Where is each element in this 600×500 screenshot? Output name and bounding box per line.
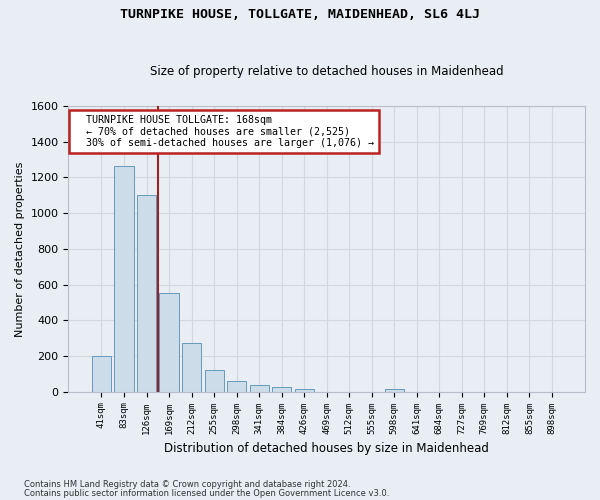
Bar [295, 389, 314, 392]
Bar [92, 356, 111, 392]
Bar [250, 386, 269, 392]
X-axis label: Distribution of detached houses by size in Maidenhead: Distribution of detached houses by size … [164, 442, 489, 455]
Text: Contains public sector information licensed under the Open Government Licence v3: Contains public sector information licen… [24, 489, 389, 498]
Title: Size of property relative to detached houses in Maidenhead: Size of property relative to detached ho… [150, 66, 503, 78]
Bar [205, 370, 224, 392]
Bar [272, 387, 291, 392]
Text: TURNPIKE HOUSE TOLLGATE: 168sqm
  ← 70% of detached houses are smaller (2,525)
 : TURNPIKE HOUSE TOLLGATE: 168sqm ← 70% of… [74, 114, 374, 148]
Bar [160, 292, 179, 392]
Bar [115, 166, 134, 392]
Bar [385, 389, 404, 392]
Bar [182, 344, 201, 392]
Text: Contains HM Land Registry data © Crown copyright and database right 2024.: Contains HM Land Registry data © Crown c… [24, 480, 350, 489]
Bar [137, 196, 156, 392]
Text: TURNPIKE HOUSE, TOLLGATE, MAIDENHEAD, SL6 4LJ: TURNPIKE HOUSE, TOLLGATE, MAIDENHEAD, SL… [120, 8, 480, 20]
Bar [227, 381, 246, 392]
Y-axis label: Number of detached properties: Number of detached properties [15, 161, 25, 336]
